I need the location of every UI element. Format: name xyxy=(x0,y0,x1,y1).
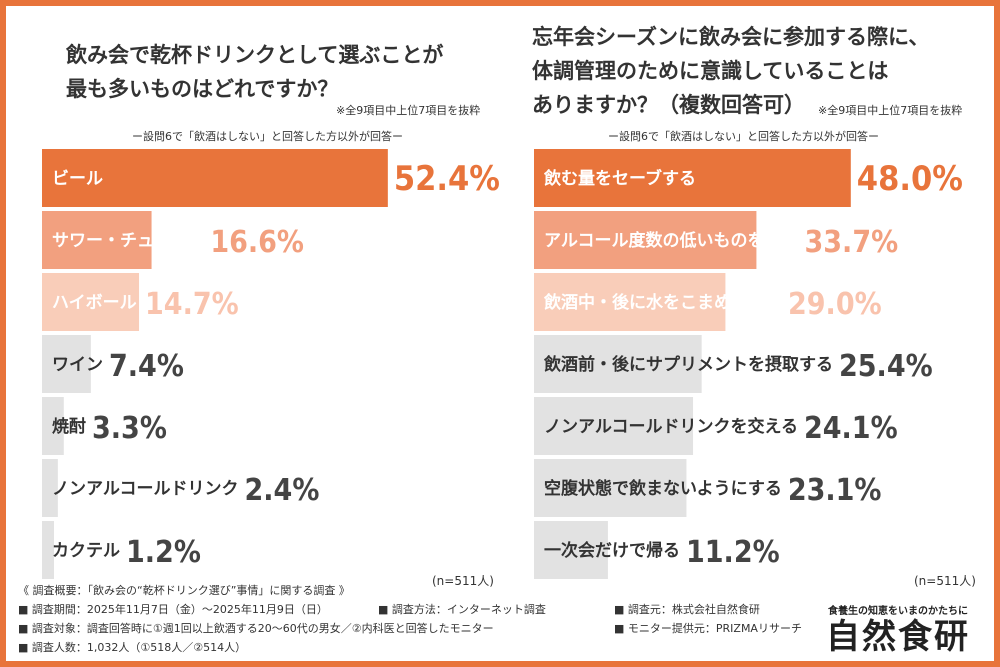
value-label: 1.2% xyxy=(126,535,201,570)
brand-logo: 食養生の知恵をいまのかたちに 自然食研 xyxy=(826,602,970,657)
category-label: カクテル xyxy=(52,541,120,561)
value-label: 3.3% xyxy=(92,411,167,446)
survey-source: ■ 調査元：株式会社自然食研 xyxy=(614,603,760,616)
bar-group: 飲酒前・後にサプリメントを摂取する 25.4% xyxy=(534,335,933,393)
logo-tagline: 食養生の知恵をいまのかたちに xyxy=(828,606,968,617)
bar-group: 空腹状態で飲まないようにする 23.1% xyxy=(534,459,881,517)
bar-group: 飲酒中・後に水をこまめに飲む 29.0% xyxy=(534,273,882,331)
category-label: 飲酒前・後にサプリメントを摂取する xyxy=(543,354,833,375)
bar xyxy=(42,335,91,393)
value-label: 25.4% xyxy=(839,349,933,384)
category-label: ワイン xyxy=(52,355,103,375)
bar-group: ノンアルコールドリンク 2.4% xyxy=(42,459,319,517)
bar xyxy=(534,459,687,517)
bar xyxy=(534,335,702,393)
value-label: 48.0% xyxy=(857,159,963,199)
category-label: ノンアルコールドリンクを交える xyxy=(544,416,798,437)
category-label: アルコール度数の低いものを選ぶ xyxy=(544,230,799,251)
bar xyxy=(42,397,64,455)
right-panel: 忘年会シーズンに飲み会に参加する際に、 体調管理のために意識していることは あり… xyxy=(528,6,998,588)
value-label: 2.4% xyxy=(245,473,320,508)
bar xyxy=(534,397,694,455)
bar-group: 飲む量をセーブする 48.0% xyxy=(534,149,963,207)
bar-group: ハイボール 14.7% xyxy=(42,273,239,331)
category-label: ノンアルコールドリンク xyxy=(52,479,239,499)
bar-group: ノンアルコールドリンクを交える 24.1% xyxy=(534,397,898,455)
survey-provider: ■ モニター提供元：PRIZMAリサーチ xyxy=(614,622,802,635)
survey-count: ■ 調査人数：1,032人（①518人／②514人） xyxy=(18,641,247,654)
right-subnote: ー設問6で「飲酒はしない」と回答した方以外が回答ー xyxy=(608,130,879,143)
bar xyxy=(42,149,388,207)
category-label: 飲酒中・後に水をこまめに飲む xyxy=(543,292,782,313)
category-label: ビール xyxy=(52,169,103,189)
bar-group: アルコール度数の低いものを選ぶ 33.7% xyxy=(534,211,898,269)
value-label: 33.7% xyxy=(805,225,899,260)
value-label: 14.7% xyxy=(145,287,239,322)
bar xyxy=(42,521,54,579)
logo-name: 自然食研 xyxy=(826,617,970,657)
right-sample-size: (n=511人) xyxy=(914,574,976,588)
left-note: ※全9項目中上位7項目を抜粋 xyxy=(336,104,481,117)
value-label: 16.6% xyxy=(210,225,304,260)
bar-group: ビール 52.4% xyxy=(42,149,500,207)
bar xyxy=(42,211,152,269)
infographic-frame: 飲み会で乾杯ドリンクとして選ぶことが 最も多いものはどれですか？ ※全9項目中上… xyxy=(6,6,994,661)
value-label: 52.4% xyxy=(394,159,500,199)
category-label: 空腹状態で飲まないようにする xyxy=(544,478,782,499)
value-label: 7.4% xyxy=(109,349,184,384)
bar xyxy=(534,149,851,207)
right-chart-title: 忘年会シーズンに飲み会に参加する際に、 体調管理のために意識していることは あり… xyxy=(532,25,930,117)
bar xyxy=(42,459,58,517)
survey-method: ■ 調査方法：インターネット調査 xyxy=(378,603,546,616)
bar xyxy=(534,211,757,269)
bar-group: カクテル 1.2% xyxy=(42,521,201,579)
survey-target: ■ 調査対象：調査回答時に①週1回以上飲酒する20〜60代の男女／②内科医と回答… xyxy=(18,622,494,635)
category-label: 焼酎 xyxy=(52,416,86,437)
category-label: サワー・チューハイ xyxy=(52,231,204,251)
category-label: 一次会だけで帰る xyxy=(544,540,680,561)
value-label: 24.1% xyxy=(804,411,898,446)
bar xyxy=(534,521,608,579)
value-label: 23.1% xyxy=(788,473,882,508)
left-sample-size: (n=511人) xyxy=(432,574,494,588)
bar xyxy=(534,273,726,331)
right-note: ※全9項目中上位7項目を抜粋 xyxy=(818,104,963,117)
left-panel: 飲み会で乾杯ドリンクとして選ぶことが 最も多いものはどれですか？ ※全9項目中上… xyxy=(36,6,506,588)
bar-group: 焼酎 3.3% xyxy=(42,397,167,455)
category-label: ハイボール xyxy=(52,293,137,313)
value-label: 11.2% xyxy=(686,535,780,570)
value-label: 29.0% xyxy=(788,287,882,322)
right-bar-chart: 飲む量をセーブする 48.0% アルコール度数の低いものを選ぶ 33.7% 飲酒中・後に… xyxy=(534,149,963,579)
bar xyxy=(42,273,140,331)
bar-group: サワー・チューハイ 16.6% xyxy=(42,211,304,269)
bar-group: ワイン 7.4% xyxy=(42,335,184,393)
survey-heading: 《 調査概要：「飲み会の“乾杯ドリンク選び”事情」に関する調査 》 xyxy=(18,584,350,597)
category-label: 飲む量をセーブする xyxy=(543,168,696,189)
left-subnote: ー設問6で「飲酒はしない」と回答した方以外が回答ー xyxy=(132,130,403,143)
bar-group: 一次会だけで帰る 11.2% xyxy=(534,521,780,579)
left-chart-title: 飲み会で乾杯ドリンクとして選ぶことが 最も多いものはどれですか？ xyxy=(66,43,444,101)
survey-period: ■ 調査期間：2025年11月7日（金）〜2025年11月9日（日） xyxy=(18,603,328,616)
left-bar-chart: ビール 52.4% サワー・チューハイ 16.6% ハイボール 14.7% ワイン 7.4% 焼… xyxy=(42,149,500,579)
